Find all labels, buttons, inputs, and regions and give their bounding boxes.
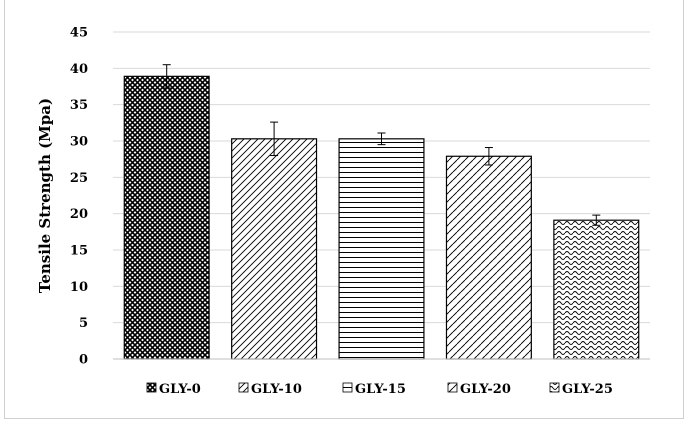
legend-label: GLY-10	[251, 382, 302, 397]
y-tick-label: 5	[79, 316, 88, 331]
chart-frame: 0 5 10 15 20 25 30 35 40 45 Tensile Strength (Mpa…	[4, 0, 684, 419]
y-tick-label: 45	[70, 26, 88, 41]
bars	[123, 75, 640, 360]
y-axis-ticks: 0 5 10 15 20 25 30 35 40 45	[70, 26, 88, 368]
bar-gly-25	[553, 219, 640, 360]
y-tick-label: 10	[70, 280, 88, 295]
legend-item-gly-0: GLY-0	[146, 382, 201, 397]
legend-label: GLY-15	[355, 382, 406, 397]
bar-gly-10	[231, 138, 318, 360]
bar-chart: 0 5 10 15 20 25 30 35 40 45 Tensile Strength (Mpa…	[36, 26, 650, 397]
y-axis-label: Tensile Strength (Mpa)	[36, 98, 54, 293]
error-bars	[162, 64, 601, 226]
y-tick-label: 35	[70, 98, 88, 113]
bar-gly-20	[445, 155, 532, 360]
legend-label: GLY-25	[562, 382, 613, 397]
legend-item-gly-25: GLY-25	[549, 382, 613, 397]
legend-swatch	[238, 382, 249, 393]
y-tick-label: 15	[70, 244, 88, 259]
error-bar-gly-0	[162, 64, 171, 89]
error-bar-gly-25	[592, 214, 601, 226]
bar-gly-0	[123, 75, 210, 360]
legend-item-gly-10: GLY-10	[238, 382, 302, 397]
error-bar-gly-10	[270, 121, 279, 157]
legend-swatch	[447, 382, 458, 393]
legend-item-gly-20: GLY-20	[447, 382, 511, 397]
legend-swatch	[342, 382, 353, 393]
y-tick-label: 25	[70, 171, 88, 186]
legend-item-gly-15: GLY-15	[342, 382, 406, 397]
legend-label: GLY-20	[460, 382, 511, 397]
error-bar-gly-20	[484, 147, 493, 166]
y-tick-label: 20	[70, 207, 88, 222]
y-tick-label: 40	[70, 62, 88, 77]
y-tick-label: 0	[79, 353, 88, 368]
error-bar-gly-15	[377, 132, 386, 146]
legend-swatch	[146, 382, 157, 393]
legend-swatch	[549, 382, 560, 393]
legend: GLY-0 GLY-10 GLY-15 GLY-20 GLY-25	[146, 382, 613, 397]
y-tick-label: 30	[70, 135, 88, 150]
legend-label: GLY-0	[159, 382, 201, 397]
bar-gly-15	[338, 138, 425, 360]
